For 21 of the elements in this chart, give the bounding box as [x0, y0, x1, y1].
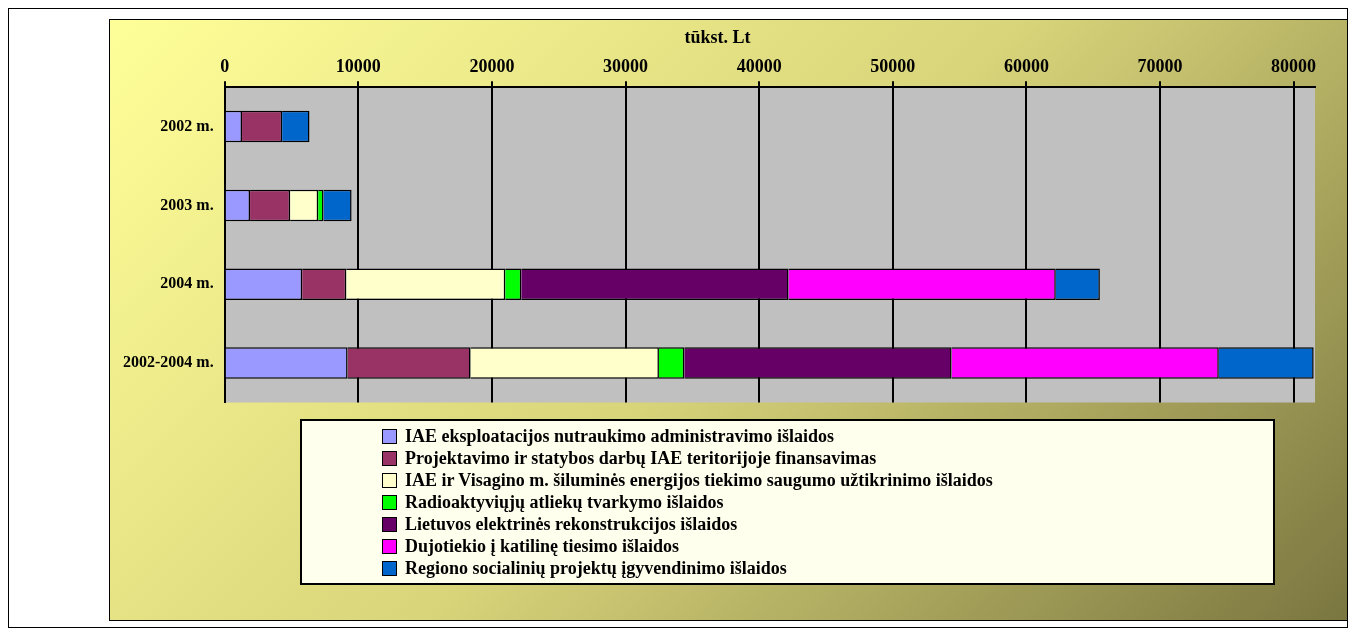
x-tick-label: 30000 — [603, 56, 649, 77]
legend-label: Radioaktyviųjų atliekų tvarkymo išlaidos — [405, 491, 724, 513]
legend-label: IAE ir Visagino m. šiluminės energijos tiekimo saugumo užtikrinimo išlaidos — [405, 469, 993, 491]
legend-label: Lietuvos elektrinės rekonstrukcijos išlaidos — [405, 513, 738, 535]
legend-label: IAE eksploatacijos nutraukimo administravimo išlaidos — [405, 425, 835, 447]
legend-label: Dujotiekio į katilinę tiesimo išlaidos — [405, 535, 680, 557]
x-tick-label: 70000 — [1137, 56, 1183, 77]
x-tick-label: 60000 — [1003, 56, 1049, 77]
chart-title: tūkst. Lt — [684, 27, 751, 48]
legend-label: Regiono socialinių projektų įgyvendinimo išlaidos — [405, 557, 787, 579]
x-tick-label: 50000 — [870, 56, 916, 77]
legend-label: Projektavimo ir statybos darbų IAE teritorijoje finansavimas — [405, 447, 877, 469]
y-tick-label: 2004 m. — [160, 274, 214, 292]
x-tick-label: 0 — [220, 56, 230, 77]
y-tick-label: 2002 m. — [160, 116, 214, 134]
x-tick-label: 80000 — [1271, 56, 1317, 77]
x-tick-label: 10000 — [335, 56, 381, 77]
x-tick-label: 40000 — [736, 56, 782, 77]
x-tick-label: 20000 — [469, 56, 515, 77]
y-tick-label: 2003 m. — [160, 195, 214, 213]
y-tick-label: 2002-2004 m. — [123, 353, 214, 371]
